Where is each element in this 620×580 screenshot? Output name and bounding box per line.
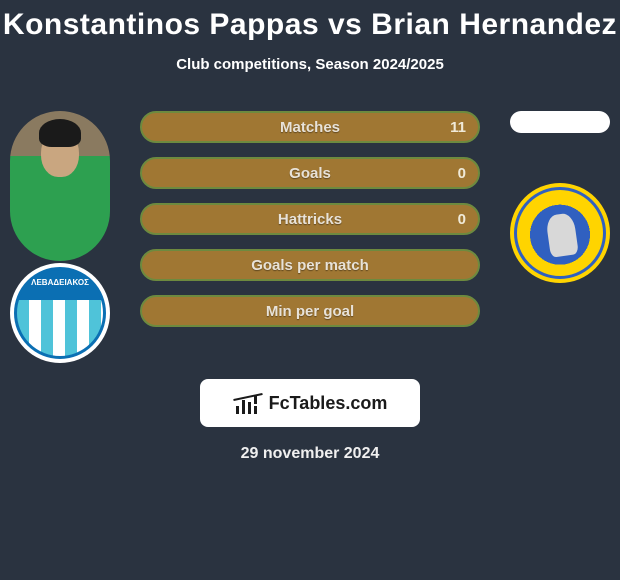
- stat-bar-hattricks: Hattricks 0: [140, 203, 480, 235]
- fctables-logo-icon: [233, 392, 267, 414]
- club-left-label: ΛΕΒΑΔΕΙΑΚΟΣ: [17, 278, 103, 287]
- stat-bar-goals-per-match: Goals per match: [140, 249, 480, 281]
- club-left-badge: ΛΕΒΑΔΕΙΑΚΟΣ: [10, 263, 110, 363]
- stat-bars: Matches 11 Goals 0 Hattricks 0 Goals per…: [140, 111, 480, 327]
- player-right-placeholder: [510, 111, 610, 133]
- right-column: [510, 111, 610, 283]
- stat-value: 0: [458, 165, 466, 182]
- page-subtitle: Club competitions, Season 2024/2025: [0, 56, 620, 73]
- branding-box: FcTables.com: [200, 379, 420, 427]
- club-right-badge: [510, 183, 610, 283]
- stat-label: Goals per match: [251, 257, 369, 274]
- left-column: ΛΕΒΑΔΕΙΑΚΟΣ: [10, 111, 110, 363]
- club-left-badge-inner: ΛΕΒΑΔΕΙΑΚΟΣ: [14, 267, 106, 359]
- stat-label: Min per goal: [266, 303, 354, 320]
- club-right-figure-icon: [545, 212, 579, 257]
- stat-bar-matches: Matches 11: [140, 111, 480, 143]
- stat-label: Goals: [289, 165, 331, 182]
- stat-label: Matches: [280, 119, 340, 136]
- player-left-photo: [10, 111, 110, 261]
- stat-bar-goals: Goals 0: [140, 157, 480, 189]
- stat-label: Hattricks: [278, 211, 342, 228]
- club-right-badge-inner: [514, 187, 606, 279]
- snapshot-date: 29 november 2024: [0, 445, 620, 463]
- comparison-panel: ΛΕΒΑΔΕΙΑΚΟΣ Matches 11 Goals 0 Hattricks…: [0, 111, 620, 463]
- stat-bar-min-per-goal: Min per goal: [140, 295, 480, 327]
- page-title: Konstantinos Pappas vs Brian Hernandez: [0, 0, 620, 42]
- stat-value: 11: [450, 119, 466, 136]
- branding-text: FcTables.com: [269, 393, 388, 414]
- stat-value: 0: [458, 211, 466, 228]
